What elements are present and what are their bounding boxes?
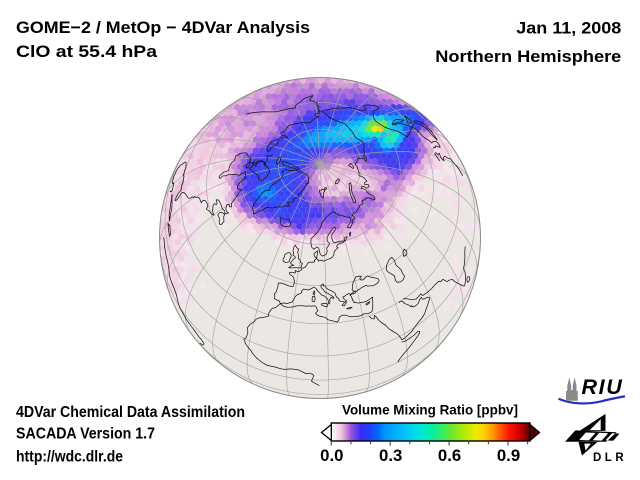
svg-text:Volume Mixing Ratio [ppbv]: Volume Mixing Ratio [ppbv] <box>342 402 518 418</box>
svg-text:http://wdc.dlr.de: http://wdc.dlr.de <box>16 449 123 466</box>
svg-text:Jan 11, 2008: Jan 11, 2008 <box>516 19 621 38</box>
svg-text:ClO at 55.4 hPa: ClO at 55.4 hPa <box>16 42 158 61</box>
svg-text:0.0: 0.0 <box>320 447 343 465</box>
svg-text:0.3: 0.3 <box>379 447 402 465</box>
svg-text:0.6: 0.6 <box>438 447 461 465</box>
svg-text:DLR: DLR <box>593 452 627 464</box>
svg-text:4DVar Chemical Data Assimilati: 4DVar Chemical Data Assimilation <box>16 404 245 421</box>
svg-text:Northern Hemisphere: Northern Hemisphere <box>435 47 621 66</box>
svg-text:0.9: 0.9 <box>497 447 520 465</box>
svg-text:GOME−2 / MetOp − 4DVar Analysi: GOME−2 / MetOp − 4DVar Analysis <box>16 18 310 37</box>
svg-text:RIU: RIU <box>582 375 624 399</box>
svg-text:SACADA Version 1.7: SACADA Version 1.7 <box>16 426 155 443</box>
